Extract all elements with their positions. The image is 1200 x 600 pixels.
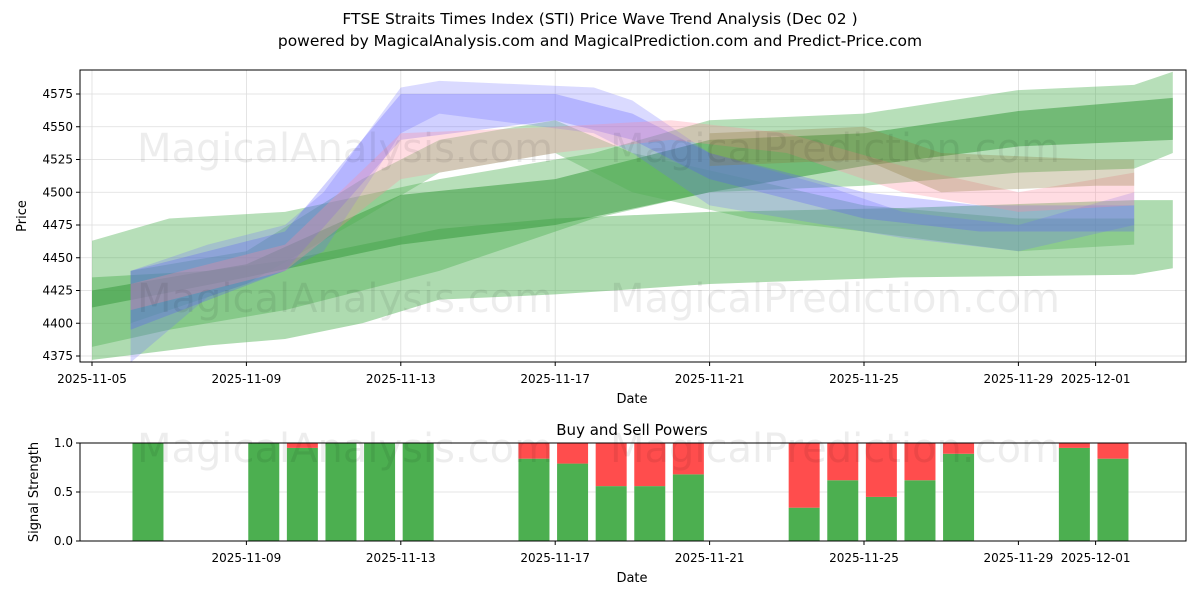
x-tick-label: 2025-11-09: [212, 551, 282, 565]
x-tick-label: 2025-12-01: [1061, 551, 1131, 565]
y-tick-label: 4500: [42, 185, 73, 199]
band-green-mid: [92, 97, 1173, 308]
x-tick-label: 2025-11-25: [829, 551, 899, 565]
band-brown-wave: [709, 126, 1135, 193]
watermark: MagicalPrediction.com: [610, 426, 1060, 472]
buy-bar: [248, 443, 280, 541]
y-tick-label: 4575: [42, 87, 73, 101]
band-green-wave: [130, 120, 1135, 324]
y-tick-label: 4525: [42, 153, 73, 167]
sell-bar: [1097, 443, 1129, 459]
band-blue-wave-1: [130, 80, 1135, 363]
watermark: MagicalPrediction.com: [610, 126, 1060, 172]
top-x-label: Date: [616, 392, 647, 407]
y-tick-label: 4425: [42, 284, 73, 298]
x-tick-label: 2025-11-17: [520, 372, 590, 386]
buy-bar: [827, 480, 859, 541]
x-tick-label: 2025-11-17: [520, 551, 590, 565]
buy-bar: [595, 486, 627, 541]
y-tick-label: 0.0: [54, 534, 73, 548]
buy-bar: [943, 453, 975, 541]
y-tick-label: 4400: [42, 316, 73, 330]
sell-bar: [557, 443, 589, 464]
chart-subtitle: powered by MagicalAnalysis.com and Magic…: [277, 32, 923, 50]
watermark: MagicalAnalysis.com: [137, 276, 553, 322]
buy-bar: [132, 443, 164, 541]
sell-bar: [788, 443, 820, 508]
buy-bar: [865, 496, 897, 541]
bottom-x-label: Date: [616, 571, 647, 586]
y-tick-label: 1.0: [54, 436, 73, 450]
sell-bar: [634, 443, 666, 487]
watermark: MagicalAnalysis.com: [137, 126, 553, 172]
sell-bar: [518, 443, 550, 459]
buy-bar: [518, 458, 550, 541]
buy-bar: [325, 443, 357, 541]
sell-bar: [286, 443, 318, 448]
top-plot-frame: [79, 69, 1187, 363]
sell-bar: [827, 443, 859, 481]
band-blue-wave-2: [130, 94, 1135, 330]
x-tick-label: 2025-11-09: [212, 372, 282, 386]
x-tick-label: 2025-11-25: [829, 372, 899, 386]
sell-bar: [904, 443, 936, 481]
y-tick-label: 4375: [42, 349, 73, 363]
sell-bar: [672, 443, 704, 475]
band-pink-wave: [130, 120, 1135, 311]
buy-bar: [788, 507, 820, 541]
x-tick-label: 2025-11-21: [675, 551, 745, 565]
sell-bar: [865, 443, 897, 497]
sell-bar: [1058, 443, 1090, 448]
bottom-y-label: Signal Strength: [27, 442, 42, 542]
y-tick-label: 0.5: [54, 485, 73, 499]
y-tick-label: 4475: [42, 218, 73, 232]
bottom-chart-title: Buy and Sell Powers: [556, 421, 708, 439]
x-tick-label: 2025-11-13: [366, 372, 436, 386]
y-tick-label: 4450: [42, 251, 73, 265]
buy-bar: [1097, 458, 1129, 541]
buy-bar: [634, 486, 666, 541]
buy-bar: [364, 443, 396, 541]
y-tick-label: 4550: [42, 120, 73, 134]
sell-bar: [595, 443, 627, 487]
buy-bar: [904, 480, 936, 541]
buy-bar: [557, 463, 589, 541]
sell-bar: [943, 443, 975, 454]
x-tick-label: 2025-11-29: [984, 551, 1054, 565]
x-tick-label: 2025-11-13: [366, 551, 436, 565]
buy-bar: [1058, 447, 1090, 541]
x-tick-label: 2025-11-29: [984, 372, 1054, 386]
x-tick-label: 2025-11-21: [675, 372, 745, 386]
top-y-label: Price: [15, 200, 30, 232]
buy-bar: [402, 443, 434, 541]
watermark: MagicalPrediction.com: [610, 276, 1060, 322]
x-tick-label: 2025-11-05: [57, 372, 127, 386]
band-green-wide-lower: [92, 200, 1173, 360]
x-tick-label: 2025-12-01: [1061, 372, 1131, 386]
watermark: MagicalAnalysis.com: [137, 426, 553, 472]
buy-bar: [672, 474, 704, 541]
buy-bar: [286, 447, 318, 541]
chart-title: FTSE Straits Times Index (STI) Price Wav…: [342, 10, 858, 28]
